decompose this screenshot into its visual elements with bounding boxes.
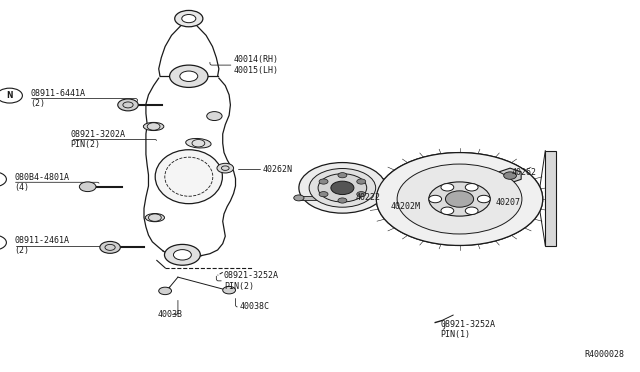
Circle shape bbox=[441, 207, 454, 215]
Circle shape bbox=[504, 172, 516, 179]
Bar bbox=[545, 151, 556, 246]
Text: R4000028: R4000028 bbox=[584, 350, 624, 359]
Ellipse shape bbox=[376, 153, 543, 246]
Circle shape bbox=[331, 181, 354, 195]
Circle shape bbox=[318, 174, 367, 202]
Circle shape bbox=[173, 250, 191, 260]
Circle shape bbox=[180, 71, 198, 81]
Circle shape bbox=[319, 192, 328, 197]
Circle shape bbox=[429, 195, 442, 203]
Circle shape bbox=[299, 163, 386, 213]
Ellipse shape bbox=[186, 138, 211, 148]
Ellipse shape bbox=[376, 153, 543, 246]
Circle shape bbox=[223, 286, 236, 294]
Circle shape bbox=[445, 191, 474, 207]
Circle shape bbox=[79, 182, 96, 192]
Text: 08921-3252A
PIN(2): 08921-3252A PIN(2) bbox=[224, 271, 279, 291]
Text: 08921-3252A
PIN(1): 08921-3252A PIN(1) bbox=[440, 320, 495, 339]
Circle shape bbox=[319, 179, 328, 184]
Ellipse shape bbox=[155, 150, 223, 203]
Circle shape bbox=[338, 198, 347, 203]
Circle shape bbox=[465, 183, 478, 191]
Circle shape bbox=[175, 10, 203, 27]
Text: 080B4-4801A
(4): 080B4-4801A (4) bbox=[14, 173, 69, 192]
Text: 4003B: 4003B bbox=[157, 310, 182, 319]
Text: 08921-3202A
PIN(2): 08921-3202A PIN(2) bbox=[70, 130, 125, 149]
Circle shape bbox=[118, 99, 138, 111]
Text: N: N bbox=[6, 91, 13, 100]
Circle shape bbox=[356, 179, 365, 184]
Text: 40262: 40262 bbox=[512, 169, 537, 177]
Ellipse shape bbox=[145, 214, 164, 222]
Circle shape bbox=[356, 192, 365, 197]
Circle shape bbox=[100, 241, 120, 253]
Circle shape bbox=[217, 163, 234, 173]
Ellipse shape bbox=[429, 182, 490, 216]
Text: 40222: 40222 bbox=[355, 193, 380, 202]
Circle shape bbox=[159, 287, 172, 295]
Circle shape bbox=[170, 65, 208, 87]
Text: 40014(RH)
40015(LH): 40014(RH) 40015(LH) bbox=[234, 55, 278, 75]
Circle shape bbox=[338, 173, 347, 178]
Text: 40038C: 40038C bbox=[240, 302, 270, 311]
Ellipse shape bbox=[397, 164, 522, 234]
Circle shape bbox=[477, 195, 490, 203]
Circle shape bbox=[164, 244, 200, 265]
Text: 40202M: 40202M bbox=[390, 202, 420, 211]
Circle shape bbox=[294, 195, 304, 201]
Text: 08911-6441A
(2): 08911-6441A (2) bbox=[30, 89, 85, 108]
Text: 08911-2461A
(2): 08911-2461A (2) bbox=[14, 236, 69, 255]
Bar bbox=[299, 196, 317, 200]
Circle shape bbox=[182, 15, 196, 23]
Circle shape bbox=[465, 207, 478, 215]
Circle shape bbox=[207, 112, 222, 121]
Circle shape bbox=[441, 183, 454, 191]
Ellipse shape bbox=[143, 122, 164, 131]
Circle shape bbox=[309, 169, 376, 207]
Text: 40207: 40207 bbox=[496, 198, 521, 207]
Text: 40262N: 40262N bbox=[262, 165, 292, 174]
